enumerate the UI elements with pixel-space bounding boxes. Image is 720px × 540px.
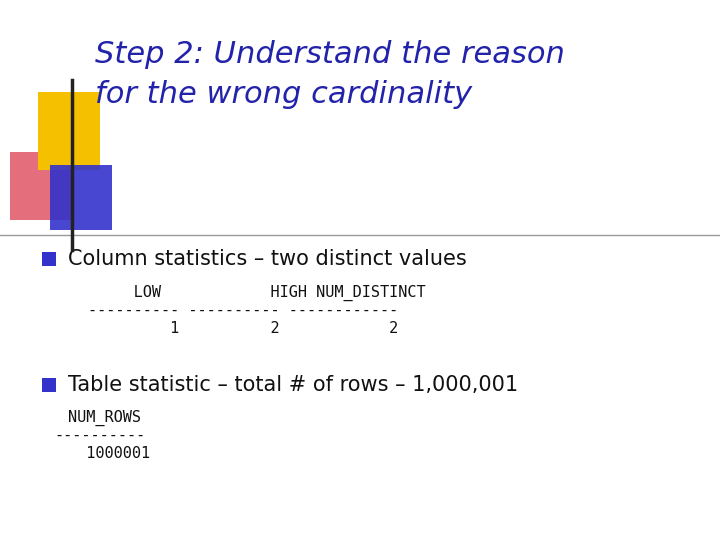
Text: Column statistics – two distinct values: Column statistics – two distinct values [68,249,467,269]
Bar [10,152,72,220]
Bar [42,252,56,266]
Text: for the wrong cardinality: for the wrong cardinality [95,80,472,109]
Text: 1000001: 1000001 [68,446,150,461]
Text: Table statistic – total # of rows – 1,000,001: Table statistic – total # of rows – 1,00… [68,375,518,395]
Bar [50,165,112,230]
Text: NUM_ROWS: NUM_ROWS [68,410,141,426]
Text: ---------- ---------- ------------: ---------- ---------- ------------ [88,303,398,318]
Bar [42,378,56,392]
Bar [38,92,100,170]
Text: ----------: ---------- [54,428,145,443]
Text: LOW            HIGH NUM_DISTINCT: LOW HIGH NUM_DISTINCT [88,285,426,301]
Text: 1          2            2: 1 2 2 [88,321,398,336]
Text: Step 2: Understand the reason: Step 2: Understand the reason [95,40,565,69]
